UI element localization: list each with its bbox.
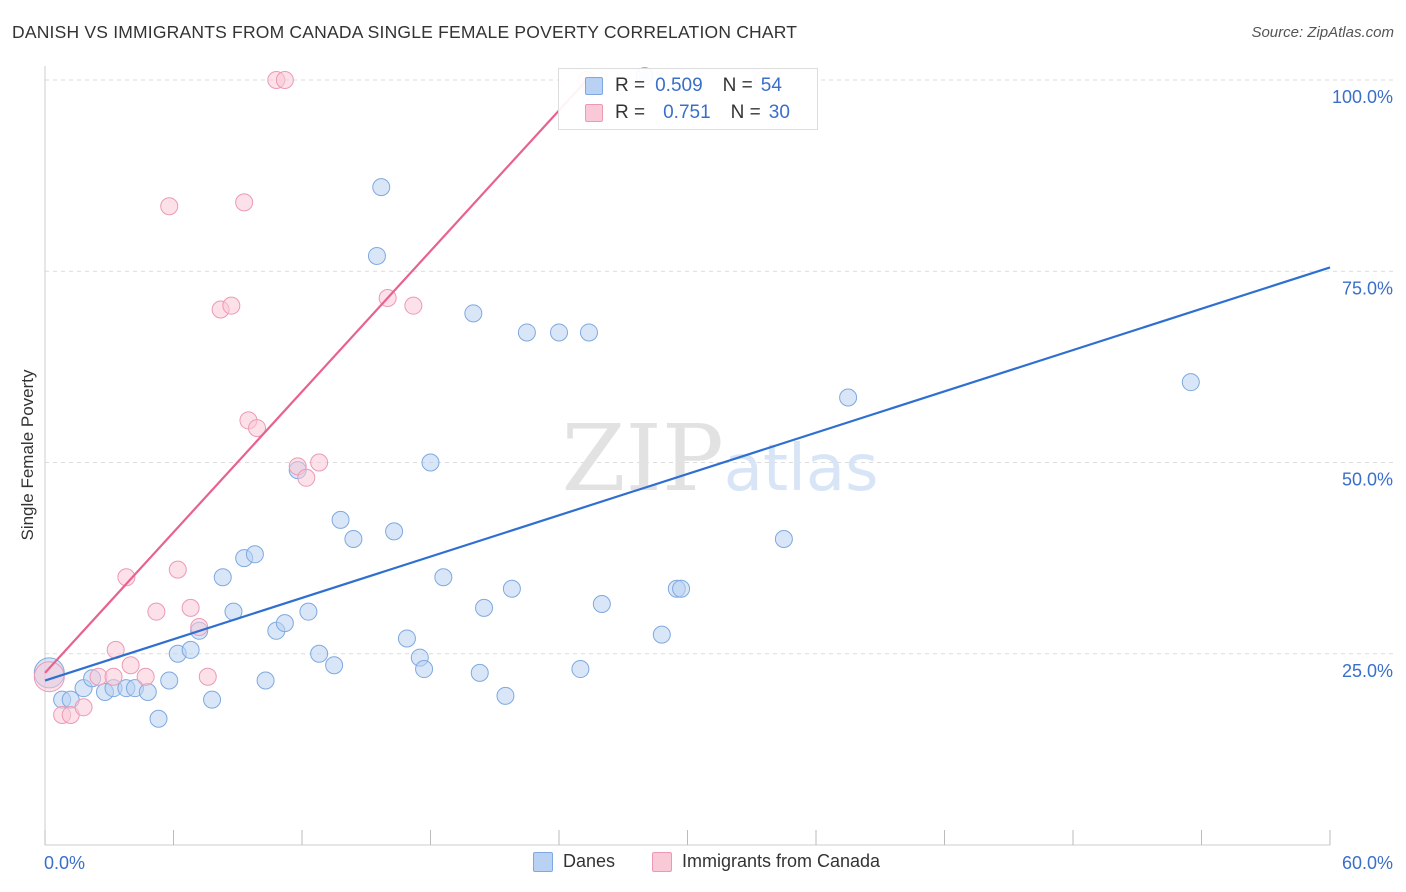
danes-point [310,644,329,663]
danes-point [397,629,416,648]
r-value: 0.509 [655,75,703,96]
danes-point [672,579,691,598]
watermark-zip: ZIP [562,405,724,512]
canada-point [117,568,136,587]
canada-point [198,667,217,686]
canada-point [136,667,155,686]
canada-legend-swatch [652,851,672,872]
danes-point [149,709,168,728]
canada-point [121,656,140,675]
danes-point [1181,373,1200,392]
danes-point [367,246,386,265]
x-tick-label: 60.0% [1342,853,1393,873]
canada-swatch [585,104,603,122]
danes-point [475,598,494,617]
danes-point [203,690,222,709]
watermark: ZIPatlas [562,405,879,512]
canada-point [181,598,200,617]
source-label: Source: ZipAtlas.com [1251,24,1394,41]
y-tick-label: 25.0% [1342,661,1393,681]
gridlines [45,79,1395,655]
danes-point [138,683,157,701]
danes-point [496,686,515,705]
danes-point [325,656,344,675]
legend-label-danes: Danes [563,851,616,871]
n-label: N = [730,102,761,123]
danes-point [275,614,294,633]
canada-point [310,453,329,472]
canada-point [168,560,187,579]
legend-item-danes[interactable]: Danes [533,851,615,872]
danes-point [245,545,264,564]
danes-legend-swatch [533,851,553,872]
danes-point [550,323,568,342]
y-tick-label: 100.0% [1332,87,1393,107]
danes-point [331,510,350,529]
danes-trend-line [44,266,1331,682]
danes-point [344,530,363,548]
danes-point [213,568,232,587]
danes-point [385,522,404,541]
danes-point [839,388,858,407]
n-label: N = [722,75,753,96]
canada-trend-line [44,79,588,674]
y-tick-label: 75.0% [1342,278,1393,298]
danes-point [652,625,671,644]
canada-point [248,419,267,438]
legend: Danes Immigrants from Canada [0,851,1406,877]
canada-point [222,296,241,315]
canada-point [235,193,254,212]
danes-point [464,304,483,323]
danes-swatch [585,77,603,95]
canada-point [33,661,65,693]
danes-point [502,579,521,598]
canada-point [160,197,179,216]
y-tick-label: 50.0% [1342,470,1393,490]
danes-point [470,663,489,682]
r-label: R = [615,102,646,123]
canada-point [89,667,108,686]
danes-point [415,660,434,679]
legend-label-canada: Immigrants from Canada [682,851,881,871]
r-label: R = [615,75,646,96]
canada-point [74,698,93,717]
canada-point [275,71,294,89]
x-tick-label: 0.0% [44,853,85,873]
danes-point [181,640,200,659]
canada-point [147,602,166,621]
danes-points [33,67,1200,728]
danes-point [571,660,590,679]
r-value: 0.751 [663,102,711,123]
canada-point [404,296,423,315]
axes [44,66,1331,846]
canada-point [297,468,316,487]
danes-point [421,453,440,472]
danes-point [592,595,611,614]
canada-point [104,667,123,686]
legend-item-canada[interactable]: Immigrants from Canada [652,851,880,872]
tick-labels: 25.0% 50.0% 75.0% 100.0% 0.0% 60.0% [44,87,1393,873]
danes-point [517,323,536,342]
n-value: 30 [768,102,790,123]
danes-point [579,323,598,342]
canada-points [33,71,772,724]
watermark-atlas: atlas [724,432,879,506]
stats-box: R = 0.509 N = 54 R = 0.751 N = 30 [558,68,818,130]
danes-point [774,530,793,548]
stats-row-canada: R = 0.751 N = 30 [559,100,790,126]
danes-point [434,568,453,587]
trend-lines [44,79,1331,682]
danes-point [256,671,275,690]
danes-point [372,178,391,197]
n-value: 54 [760,75,782,96]
stats-row-danes: R = 0.509 N = 54 [559,73,782,99]
danes-point [160,671,179,690]
danes-point [299,602,318,621]
chart-title: DANISH VS IMMIGRANTS FROM CANADA SINGLE … [12,22,798,42]
